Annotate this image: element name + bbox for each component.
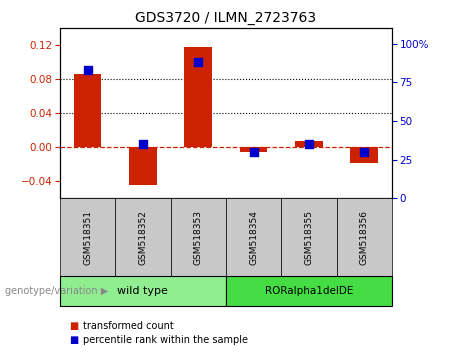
- Bar: [295, 141, 323, 147]
- Point: [305, 141, 313, 147]
- Bar: [184, 47, 212, 147]
- Text: ■: ■: [69, 335, 78, 345]
- Bar: [129, 147, 157, 185]
- Point: [250, 149, 257, 155]
- Text: GSM518353: GSM518353: [194, 210, 203, 265]
- Point: [84, 67, 91, 73]
- Text: percentile rank within the sample: percentile rank within the sample: [83, 335, 248, 345]
- Text: RORalpha1delDE: RORalpha1delDE: [265, 286, 353, 296]
- Text: GSM518356: GSM518356: [360, 210, 369, 265]
- Point: [361, 149, 368, 155]
- Title: GDS3720 / ILMN_2723763: GDS3720 / ILMN_2723763: [136, 11, 316, 24]
- Text: GSM518355: GSM518355: [304, 210, 313, 265]
- Text: wild type: wild type: [118, 286, 168, 296]
- Text: ■: ■: [69, 321, 78, 331]
- Bar: [240, 147, 267, 152]
- Text: transformed count: transformed count: [83, 321, 174, 331]
- Text: genotype/variation ▶: genotype/variation ▶: [5, 286, 108, 296]
- Bar: [350, 147, 378, 162]
- Text: GSM518354: GSM518354: [249, 210, 258, 265]
- Text: GSM518352: GSM518352: [138, 210, 148, 265]
- Bar: [74, 74, 101, 147]
- Point: [139, 141, 147, 147]
- Point: [195, 59, 202, 65]
- Text: GSM518351: GSM518351: [83, 210, 92, 265]
